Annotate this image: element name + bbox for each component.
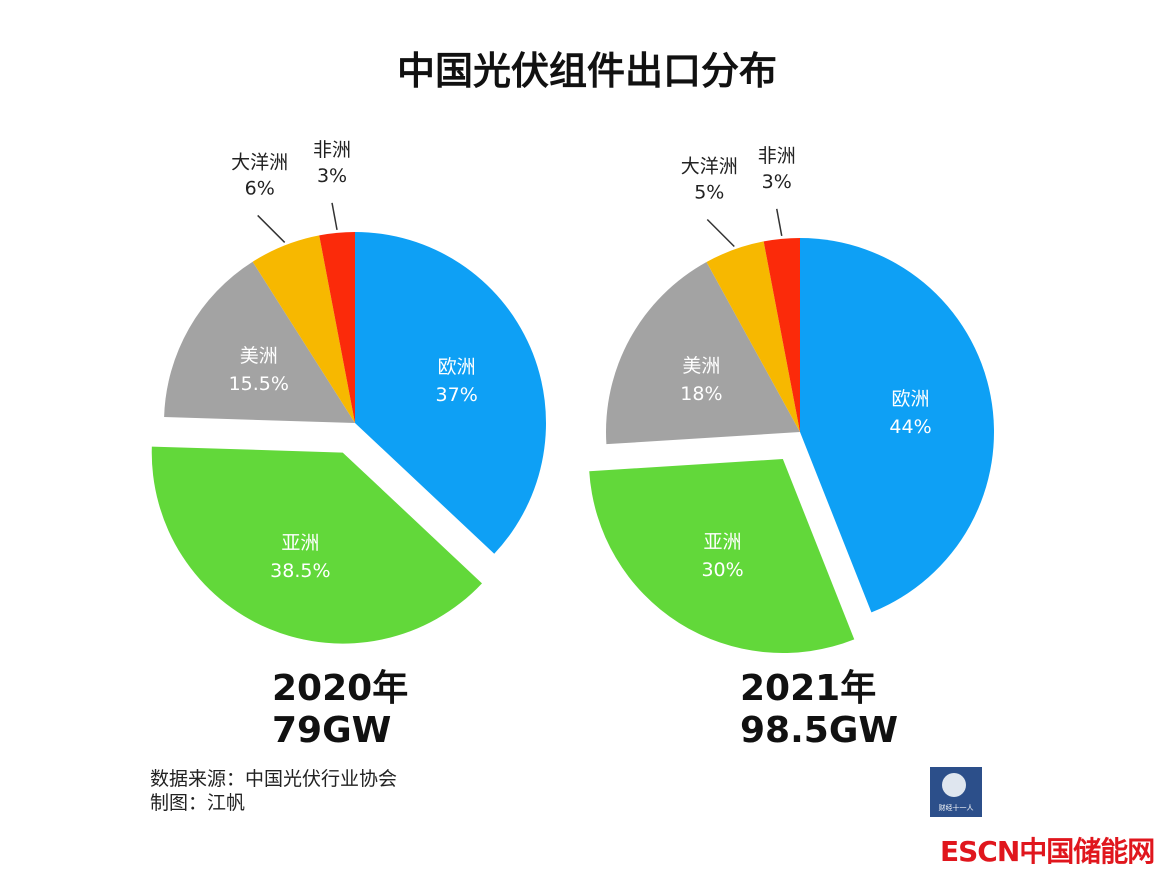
slice-label: 亚洲 bbox=[704, 531, 742, 553]
slice-value: 37% bbox=[436, 384, 478, 406]
slice-value: 6% bbox=[245, 177, 275, 199]
author-line: 制图：江帆 bbox=[150, 792, 246, 814]
pie-slice bbox=[151, 446, 482, 644]
pie-slice bbox=[252, 235, 355, 423]
caption-2020: 2020年 79GW bbox=[272, 668, 408, 752]
pie-slice bbox=[164, 261, 355, 423]
caption-total: 79GW bbox=[272, 710, 392, 751]
slice-label: 亚洲 bbox=[281, 532, 319, 554]
pie-slice bbox=[763, 238, 800, 432]
pie-slice bbox=[706, 241, 800, 432]
caption-total: 98.5GW bbox=[740, 710, 899, 751]
leader-line bbox=[257, 214, 286, 243]
caption-year: 2020年 bbox=[272, 668, 409, 709]
slice-label: 非洲 bbox=[313, 139, 351, 161]
slice-value: 15.5% bbox=[229, 373, 289, 395]
slice-label: 非洲 bbox=[758, 145, 796, 167]
slice-value: 18% bbox=[680, 383, 722, 405]
leader-line bbox=[706, 218, 735, 247]
slice-label: 大洋洲 bbox=[231, 151, 288, 173]
pie-slice bbox=[589, 459, 855, 654]
slice-value: 3% bbox=[317, 165, 347, 187]
escn-logo: ESCN中国储能网 bbox=[940, 835, 1155, 868]
slice-label: 欧洲 bbox=[438, 356, 476, 378]
slice-label: 欧洲 bbox=[892, 388, 930, 410]
slice-value: 30% bbox=[701, 559, 743, 581]
slice-label: 美洲 bbox=[682, 355, 720, 377]
chart-title: 中国光伏组件出口分布 bbox=[396, 49, 777, 93]
caption-2021: 2021年 98.5GW bbox=[740, 668, 898, 752]
caption-year: 2021年 bbox=[740, 668, 877, 709]
pie-slice bbox=[355, 232, 546, 554]
slice-value: 44% bbox=[889, 416, 931, 438]
slice-label: 美洲 bbox=[240, 345, 278, 367]
leader-line bbox=[331, 202, 338, 230]
pie-slice bbox=[319, 232, 355, 423]
logo-small-text: 财经十一人 bbox=[938, 804, 974, 812]
pie-slice bbox=[800, 238, 994, 613]
source-line: 数据来源：中国光伏行业协会 bbox=[150, 768, 398, 790]
slice-value: 3% bbox=[762, 171, 792, 193]
caijing-logo: 财经十一人 bbox=[930, 767, 982, 817]
slice-value: 5% bbox=[694, 181, 724, 203]
source-note: 数据来源：中国光伏行业协会 制图：江帆 bbox=[150, 767, 397, 815]
leader-line bbox=[776, 208, 783, 236]
slice-value: 38.5% bbox=[270, 560, 330, 582]
pie-slice bbox=[606, 261, 800, 445]
slice-label: 大洋洲 bbox=[681, 155, 738, 177]
globe-icon bbox=[942, 773, 966, 797]
